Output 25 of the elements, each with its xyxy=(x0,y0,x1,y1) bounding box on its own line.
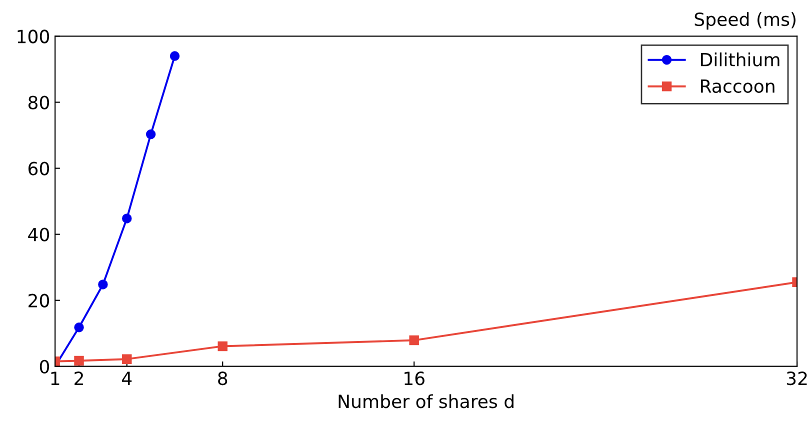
point xyxy=(74,322,84,332)
y-tick-label: 20 xyxy=(28,294,50,308)
x-tick-label: 8 xyxy=(218,372,228,386)
point xyxy=(218,341,228,352)
point xyxy=(409,335,419,346)
point xyxy=(170,51,180,61)
y-tick-label: 40 xyxy=(28,228,50,242)
legend-label: Dilithium xyxy=(701,52,780,66)
x-tick-label: 2 xyxy=(74,372,83,385)
x-tick-label: 1 xyxy=(51,372,60,385)
y-tick-label: 0 xyxy=(40,360,50,374)
y-axis-title: Speed (ms) xyxy=(694,12,796,30)
y-tick-label: 100 xyxy=(18,30,50,44)
x-tick-label: 32 xyxy=(786,372,807,386)
legend-label: Raccoon xyxy=(701,80,774,93)
point xyxy=(98,280,108,290)
point xyxy=(146,129,156,140)
point xyxy=(122,354,132,364)
point xyxy=(74,356,84,366)
x-axis-title: Number of shares d xyxy=(338,394,514,408)
point xyxy=(122,214,132,224)
x-tick-label: 4 xyxy=(122,372,132,385)
y-tick-label: 60 xyxy=(28,162,50,176)
x-tick-label: 16 xyxy=(404,372,424,386)
y-tick-label: 80 xyxy=(28,96,50,110)
